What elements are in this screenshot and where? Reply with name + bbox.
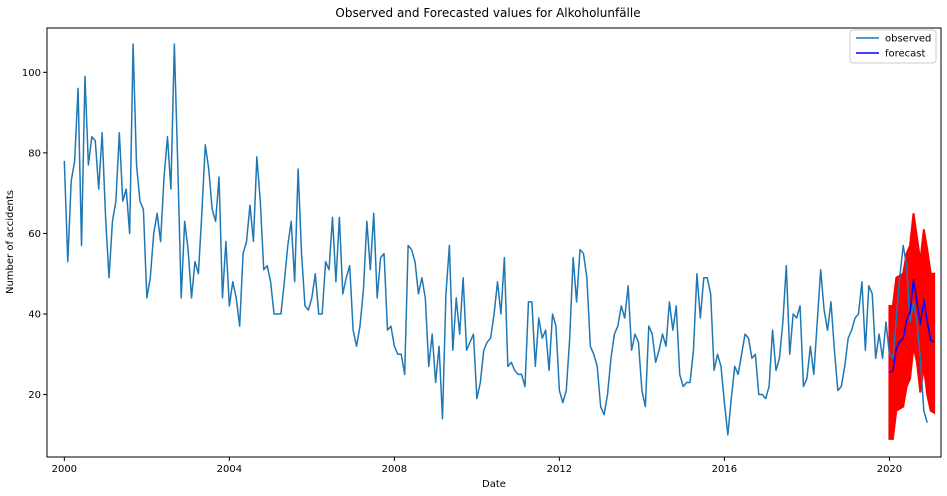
- x-axis: 2000 2004 2008 2012 2016 2020: [52, 457, 902, 475]
- legend-forecast-label: forecast: [885, 49, 926, 60]
- legend-observed-label: observed: [885, 34, 931, 45]
- x-tick-label: 2008: [382, 464, 407, 475]
- x-tick-label: 2012: [547, 464, 572, 475]
- x-tick-label: 2020: [877, 464, 902, 475]
- y-tick-label: 20: [28, 390, 41, 401]
- x-tick-label: 2016: [712, 464, 737, 475]
- y-axis: 20 40 60 80 100: [22, 68, 47, 401]
- x-tick-label: 2004: [217, 464, 242, 475]
- series-layer: [63, 43, 935, 436]
- y-axis-label: Number of accidents: [5, 190, 16, 294]
- observed-series-line: [63, 43, 928, 436]
- chart-title: Observed and Forecasted values for Alkoh…: [335, 6, 640, 20]
- y-tick-label: 80: [28, 148, 41, 159]
- y-tick-label: 100: [22, 68, 41, 79]
- y-tick-label: 60: [28, 229, 41, 240]
- plot-frame: [46, 27, 942, 458]
- x-axis-label: Date: [482, 479, 506, 490]
- x-tick-label: 2000: [52, 464, 77, 475]
- legend: observed forecast: [849, 29, 937, 64]
- forecast-series-line: [889, 279, 935, 374]
- y-tick-label: 40: [28, 310, 41, 321]
